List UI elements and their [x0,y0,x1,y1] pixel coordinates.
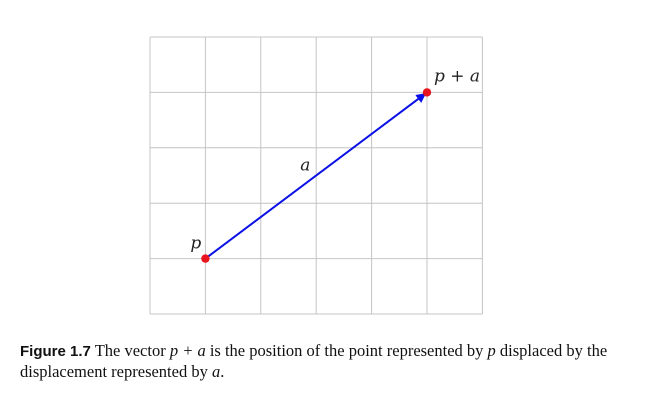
figure-caption: Figure 1.7 The vector p + a is the posit… [20,341,620,382]
points-layer: p p + a [190,66,480,263]
vector-a-arrow [204,92,427,260]
caption-expr-a: a [211,362,221,381]
caption-text-2: is the position of the point represented… [209,341,484,360]
caption-expr-p-plus-a: p + a [169,341,206,360]
caption-text-3: displaced by the displacement represente… [20,341,608,381]
point-p-label: p [190,234,201,254]
vector-diagram: p p + a a [149,36,483,315]
point-p-marker [201,254,210,263]
caption-text-4: . [220,362,225,381]
figure-number: Figure 1.7 [20,343,91,360]
vector-a-label: a [300,156,310,176]
caption-expr-p: p [487,341,496,360]
point-p-plus-a-marker [422,88,432,97]
point-p-plus-a-label: p + a [434,66,480,86]
caption-text-1: The vector [94,341,166,360]
